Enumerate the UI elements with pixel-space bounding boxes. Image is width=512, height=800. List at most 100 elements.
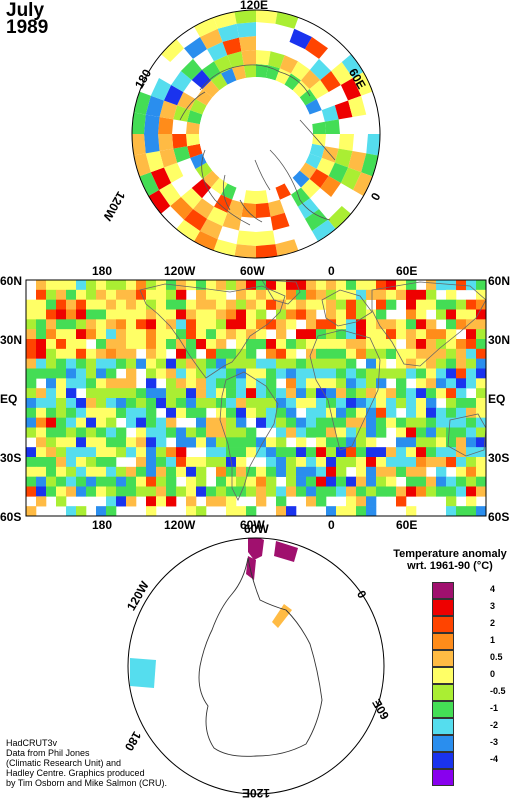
anomaly-cell [216, 496, 227, 507]
anomaly-cell [476, 378, 486, 389]
anomaly-cell [326, 437, 337, 448]
legend-swatch [432, 735, 454, 752]
anomaly-cell [186, 280, 197, 291]
anomaly-cell [106, 476, 117, 487]
antarctica-coastline [198, 557, 323, 757]
anomaly-cell [316, 299, 327, 310]
anomaly-cell [106, 388, 117, 399]
anomaly-cell [236, 289, 247, 300]
anomaly-cell [276, 398, 287, 409]
anomaly-cell [376, 476, 387, 487]
anomaly-cell [346, 319, 357, 330]
main-top-label-180: 180 [92, 264, 113, 278]
anomaly-cell [426, 398, 437, 409]
anomaly-cell [136, 398, 147, 409]
anomaly-cell [256, 447, 267, 458]
anomaly-cell [186, 427, 197, 438]
anomaly-cell [196, 280, 207, 291]
anomaly-cell [326, 319, 337, 330]
anomaly-cell [86, 368, 97, 379]
anomaly-cell [256, 64, 269, 78]
anomaly-cell [206, 319, 217, 330]
anomaly-cell [86, 319, 97, 330]
anomaly-cell [256, 417, 267, 428]
anomaly-cell [296, 378, 307, 389]
anomaly-cell [202, 170, 220, 188]
anomaly-cell [139, 172, 159, 196]
anomaly-cell [36, 476, 47, 487]
south-label-60w: 60W [244, 522, 269, 536]
anomaly-cell [156, 466, 167, 477]
anomaly-cell [86, 358, 97, 369]
credit-line-source: Data from Phil Jones [6, 748, 90, 758]
anomaly-cell [227, 199, 244, 217]
anomaly-cell [416, 457, 427, 468]
anomaly-cell [66, 329, 77, 340]
anomaly-cell [180, 188, 202, 210]
anomaly-cell [76, 299, 87, 310]
anomaly-cell [466, 466, 477, 477]
anomaly-cell [96, 319, 107, 330]
anomaly-cell [416, 329, 427, 340]
anomaly-cell [306, 496, 317, 507]
anomaly-cell [356, 388, 367, 399]
anomaly-cell [276, 319, 287, 330]
anomaly-cell [176, 427, 187, 438]
anomaly-cell [306, 280, 317, 291]
anomaly-cell [206, 348, 217, 359]
anomaly-cell [366, 319, 377, 330]
anomaly-cell [338, 134, 354, 151]
anomaly-cell [136, 447, 147, 458]
anomaly-cell [216, 339, 227, 350]
anomaly-cell [66, 417, 77, 428]
anomaly-cell [26, 348, 37, 359]
anomaly-cell [206, 329, 217, 340]
anomaly-cell [366, 457, 377, 468]
anomaly-cell [211, 73, 228, 91]
anomaly-cell [406, 280, 417, 291]
anomaly-cell [396, 378, 407, 389]
anomaly-cell [386, 319, 397, 330]
anomaly-cell [466, 427, 477, 438]
anomaly-cell [196, 437, 207, 448]
anomaly-cell [326, 457, 337, 468]
anomaly-cell [266, 466, 277, 477]
anomaly-cell [306, 486, 317, 497]
anomaly-cell [26, 476, 37, 487]
anomaly-cell [146, 417, 157, 428]
anomaly-cell [266, 457, 277, 468]
anomaly-cell [156, 417, 167, 428]
anomaly-cell [291, 187, 310, 207]
anomaly-cell [186, 309, 197, 320]
anomaly-cell [166, 299, 177, 310]
anomaly-cell [146, 457, 157, 468]
anomaly-cell [236, 407, 247, 418]
anomaly-cell [46, 280, 57, 291]
anomaly-cell [195, 89, 213, 106]
anomaly-cell [116, 289, 127, 300]
anomaly-cell [186, 134, 200, 147]
anomaly-cell [396, 388, 407, 399]
anomaly-cell [346, 398, 357, 409]
anomaly-cell [416, 348, 427, 359]
anomaly-cell [132, 134, 146, 156]
anomaly-cell [176, 447, 187, 458]
anomaly-cell [346, 339, 357, 350]
north-polar-rim [131, 9, 381, 259]
anomaly-cell [36, 280, 47, 291]
anomaly-cell [276, 496, 287, 507]
anomaly-cell [286, 486, 297, 497]
anomaly-cell [326, 339, 337, 350]
anomaly-cell [426, 299, 437, 310]
anomaly-cell [320, 71, 341, 92]
anomaly-cell [136, 299, 147, 310]
anomaly-cell [305, 209, 328, 231]
anomaly-cell [96, 289, 107, 300]
anomaly-cell [226, 398, 237, 409]
anomaly-cell [176, 407, 187, 418]
anomaly-cell [266, 437, 277, 448]
anomaly-cell [241, 202, 256, 218]
anomaly-cell [66, 506, 77, 516]
anomaly-cell [296, 280, 307, 291]
anomaly-cell [256, 437, 267, 448]
